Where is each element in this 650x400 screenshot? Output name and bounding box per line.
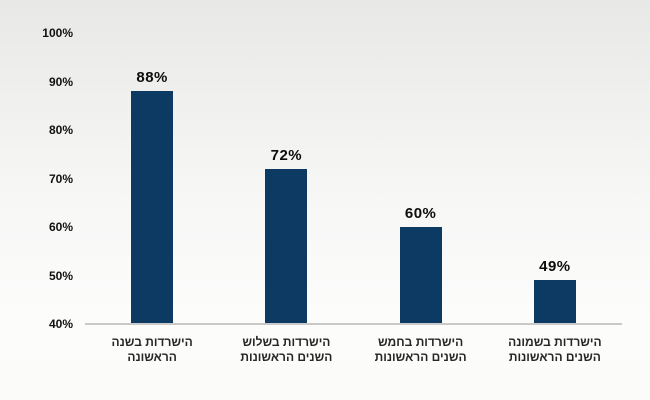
y-axis-tick: 50% <box>48 268 73 283</box>
category-label-line1: הישרדות בחמש <box>378 335 464 349</box>
bar-value-label: 88% <box>136 69 168 87</box>
y-axis-tick: 100% <box>42 26 73 40</box>
bar-value-label: 49% <box>539 258 571 276</box>
y-axis-tick: 60% <box>48 220 73 234</box>
y-axis-tick: 80% <box>48 123 73 137</box>
bar-value-label: 72% <box>270 146 303 164</box>
y-axis: 100% 90% 80% 70% 60% 50% 40% <box>25 24 73 333</box>
bar-years-8 <box>533 280 576 324</box>
bar-years-3 <box>265 168 308 324</box>
y-axis-tick: 70% <box>48 171 73 186</box>
category-label-line1: הישרדות בשלוש <box>242 335 331 349</box>
category-label-line2: השנים הראשונות <box>508 350 601 364</box>
y-axis-tick: 40% <box>48 317 73 331</box>
category-label-year-1: הישרדות בשנה הראשונה <box>85 335 219 365</box>
x-axis-category-labels: הישרדות בשנה הראשונה הישרדות בשלוש השנים… <box>85 335 622 365</box>
bar-group-years-3: 72% <box>219 33 353 324</box>
category-label-years-5: הישרדות בחמש השנים הראשונות <box>354 335 488 365</box>
category-label-years-8: הישרדות בשמונה השנים הראשונות <box>488 335 622 365</box>
category-label-line1: הישרדות בשמונה <box>508 335 602 349</box>
x-axis-line <box>85 323 622 325</box>
category-label-line2: השנים הראשונות <box>240 350 333 364</box>
bar-years-5 <box>399 227 442 324</box>
y-axis-tick: 90% <box>48 74 73 89</box>
bar-group-years-5: 60% <box>354 33 488 324</box>
category-label-line2: הראשונה <box>127 350 177 364</box>
category-label-line1: הישרדות בשנה <box>111 335 193 349</box>
category-label-line2: השנים הראשונות <box>374 350 467 364</box>
category-label-years-3: הישרדות בשלוש השנים הראשונות <box>219 335 353 365</box>
bar-group-year-1: 88% <box>85 33 219 324</box>
bar-year-1 <box>131 91 174 324</box>
bar-group-years-8: 49% <box>488 33 622 324</box>
plot-area: 88% 72% 60% 49% <box>85 33 622 324</box>
bar-value-label: 60% <box>404 205 437 223</box>
